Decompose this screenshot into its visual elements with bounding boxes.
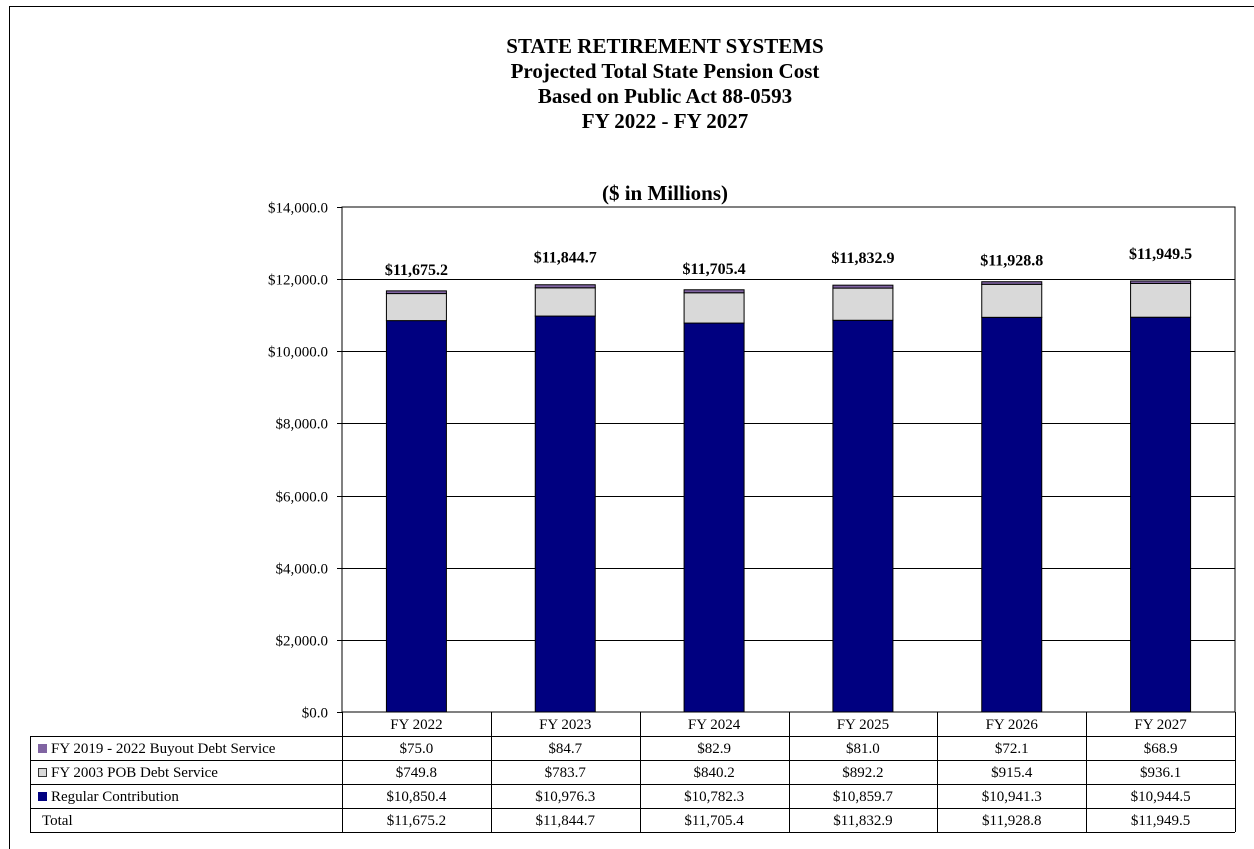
table-value: $11,832.9 [833,813,892,829]
total-data-label: $11,928.8 [980,253,1043,270]
table-value: $840.2 [693,765,734,781]
legend-label-buyout: FY 2019 - 2022 Buyout Debt Service [51,741,275,757]
legend-row-buyout: FY 2019 - 2022 Buyout Debt Service [38,741,338,758]
category-label: FY 2022 [390,717,442,733]
bar-segment [982,284,1042,317]
legend-row-total: Total [42,813,342,830]
legend-label-regular: Regular Contribution [51,789,179,805]
legend-label-total: Total [42,813,73,829]
bar-segment [684,290,744,293]
table-value: $892.2 [842,765,883,781]
table-value: $11,949.5 [1131,813,1190,829]
legend-label-pob: FY 2003 POB Debt Service [51,765,218,781]
table-value: $936.1 [1140,765,1181,781]
table-value: $75.0 [400,741,434,757]
regular-swatch-icon [38,792,47,801]
plot-area [342,207,1235,712]
bar-segment [1131,283,1191,317]
table-value: $72.1 [995,741,1029,757]
legend-row-pob: FY 2003 POB Debt Service [38,765,338,782]
y-tick-label: $12,000.0 [268,273,328,289]
table-value: $10,850.4 [386,789,447,805]
bar-segment [982,282,1042,285]
buyout-swatch-icon [38,744,47,753]
bar-segment [386,294,446,321]
y-tick-label: $10,000.0 [268,345,328,361]
total-data-label: $11,832.9 [831,250,894,267]
bar-segment [684,323,744,712]
bar-segment [535,288,595,316]
bar-segment [684,293,744,323]
table-value: $749.8 [396,765,437,781]
bar-segment [833,285,893,288]
table-value: $10,782.3 [684,789,744,805]
table-value: $81.0 [846,741,880,757]
bar-segment [833,288,893,320]
table-value: $10,859.7 [833,789,894,805]
category-label: FY 2024 [688,717,741,733]
total-data-label: $11,705.4 [683,261,746,278]
y-tick-label: $2,000.0 [276,634,329,650]
table-value: $84.7 [548,741,582,757]
bar-segment [1131,281,1191,283]
table-value: $10,941.3 [982,789,1042,805]
y-tick-label: $8,000.0 [276,417,329,433]
y-tick-label: $14,000.0 [268,201,328,217]
table-value: $11,705.4 [684,813,744,829]
table-value: $10,976.3 [535,789,595,805]
category-label: FY 2023 [539,717,591,733]
category-label: FY 2025 [837,717,889,733]
category-label: FY 2026 [986,717,1039,733]
total-data-label: $11,675.2 [385,262,448,279]
table-value: $915.4 [991,765,1033,781]
bar-segment [386,321,446,712]
table-value: $783.7 [545,765,587,781]
table-value: $11,844.7 [536,813,596,829]
table-value: $68.9 [1144,741,1178,757]
total-data-label: $11,949.5 [1129,246,1192,263]
bar-segment [386,291,446,294]
category-label: FY 2027 [1134,717,1187,733]
bar-segment [535,316,595,712]
total-data-label: $11,844.7 [534,250,597,267]
table-value: $11,928.8 [982,813,1041,829]
bar-segment [535,285,595,288]
table-value: $82.9 [697,741,731,757]
bar-segment [833,320,893,712]
pob-swatch-icon [38,768,47,777]
y-tick-label: $0.0 [302,706,328,722]
y-tick-label: $4,000.0 [276,562,329,578]
y-tick-label: $6,000.0 [276,490,329,506]
legend-row-regular: Regular Contribution [38,789,338,806]
table-value: $11,675.2 [387,813,446,829]
bar-segment [1131,317,1191,712]
table-value: $10,944.5 [1131,789,1191,805]
bar-segment [982,317,1042,712]
